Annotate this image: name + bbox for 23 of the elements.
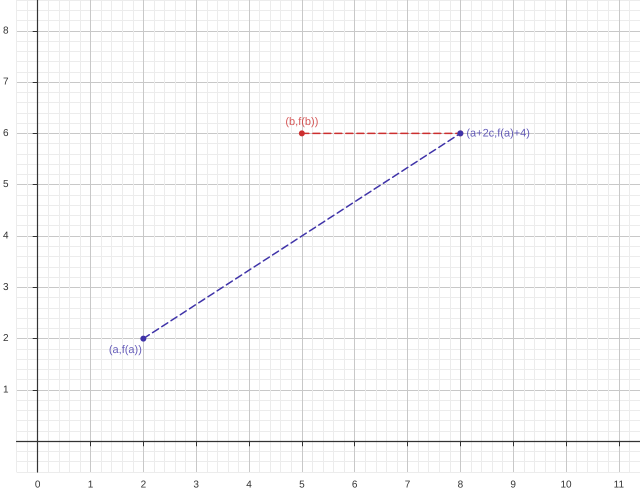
x-tick-label: 11 <box>614 480 624 490</box>
x-tick-label: 3 <box>193 480 200 490</box>
y-tick-label: 6 <box>3 128 9 139</box>
x-tick-label: 6 <box>352 480 358 490</box>
annotation: (a+2c,f(a)+4) <box>466 127 530 140</box>
x-tick-label: 4 <box>246 480 252 490</box>
x-tick-label: 1 <box>88 480 94 490</box>
x-tick-label: 10 <box>560 480 572 490</box>
y-tick-label: 3 <box>3 282 9 293</box>
y-tick-label: 1 <box>3 384 9 396</box>
x-tick-label: 0 <box>34 480 41 490</box>
y-tick-label: 2 <box>3 333 9 344</box>
y-tick-label: 8 <box>3 25 9 36</box>
x-tick-label: 2 <box>140 480 147 490</box>
x-tick-label: 8 <box>458 480 464 490</box>
y-tick-label: 4 <box>3 230 9 242</box>
x-tick-label: 5 <box>299 480 306 490</box>
x-tick-label: 9 <box>510 480 516 490</box>
x-tick-label: 7 <box>404 480 411 490</box>
y-tick-label: 7 <box>3 76 9 88</box>
annotation: (a,f(a)) <box>108 344 142 356</box>
annotation: (b,f(b)) <box>285 116 318 128</box>
y-tick-label: 5 <box>3 179 9 190</box>
